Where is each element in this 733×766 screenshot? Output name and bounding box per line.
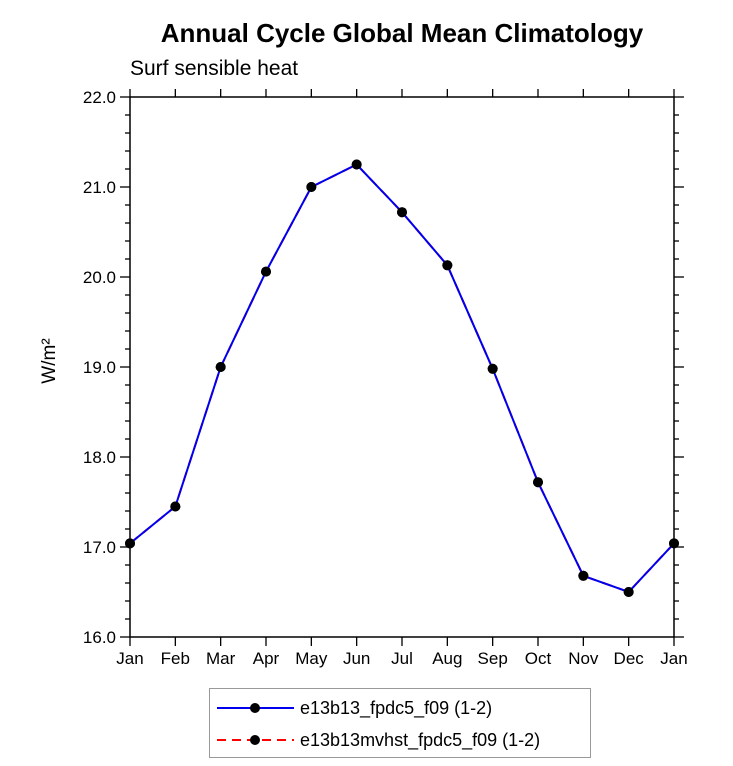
data-point-marker [623,587,634,597]
x-axis-tick-label: Oct [525,649,552,668]
x-axis-tick-label: Aug [432,649,462,668]
y-axis-tick-label: 22.0 [83,88,116,107]
chart-subtitle: Surf sensible heat [130,57,299,80]
series-line [129,163,675,594]
plot-frame [129,96,675,638]
legend-label: e13b13mvhst_fpdc5_f09 (1-2) [300,729,541,750]
x-axis-tick-label: Jan [660,649,687,668]
legend-label: e13b13_fpdc5_f09 (1-2) [300,697,493,718]
data-point-marker [125,538,135,549]
x-axis-tick-label: Jun [343,649,370,668]
y-axis-tick-label: 16.0 [83,628,116,647]
data-point-marker [306,182,317,192]
series-line [129,163,675,594]
x-axis-tick-label: Jan [116,649,143,668]
legend-item: e13b13mvhst_fpdc5_f09 (1-2) [210,724,590,756]
x-axis-tick-label: Feb [161,649,190,668]
y-axis-tick-label: 19.0 [83,358,116,377]
x-axis-tick-label: Nov [568,649,599,668]
legend-item: e13b13_fpdc5_f09 (1-2) [210,692,590,724]
data-point-marker [261,266,271,277]
x-axis-tick-label: Sep [478,649,508,668]
y-axis-tick-label: 18.0 [83,448,116,467]
y-axis-tick-label: 21.0 [83,178,116,197]
data-point-marker [487,363,498,374]
data-point-marker [533,477,543,488]
legend-line-sample-dashed [217,735,294,745]
x-axis-tick-label: Mar [206,649,236,668]
data-point-marker [351,159,362,170]
y-axis-tick-label: 17.0 [83,538,116,557]
data-point-marker [669,538,679,549]
data-point-marker [215,362,226,372]
data-point-marker [442,260,453,271]
y-axis-tick-label: 20.0 [83,268,116,287]
data-point-marker [170,501,181,512]
x-axis-tick-label: Jul [391,649,413,668]
x-axis-tick-label: Apr [253,649,280,668]
x-axis-tick-label: Dec [614,649,645,668]
data-point-marker [397,207,407,218]
legend-line-sample-solid [217,703,294,713]
legend: e13b13_fpdc5_f09 (1-2) e13b13mvhst_fpdc5… [209,688,591,758]
data-point-marker [578,570,589,581]
x-axis-tick-label: May [295,649,328,668]
chart-title: Annual Cycle Global Mean Climatology [160,18,644,48]
